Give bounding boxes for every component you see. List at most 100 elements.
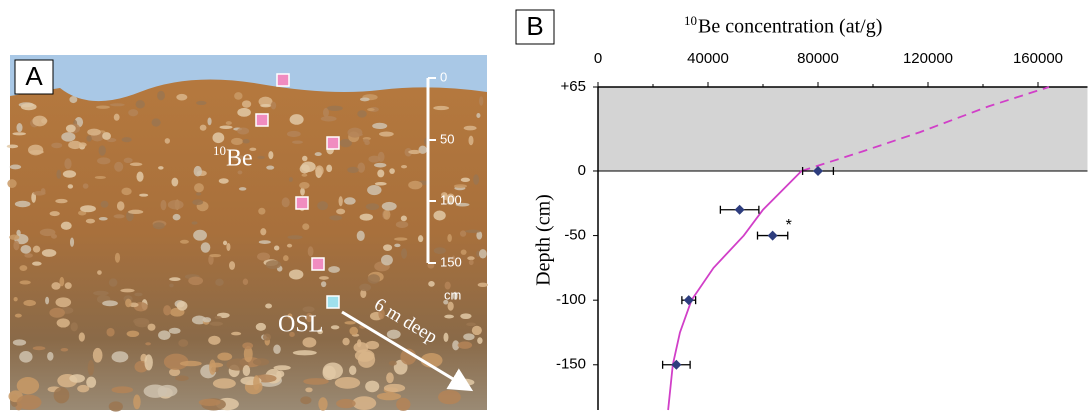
pebble (262, 333, 271, 341)
pebble (86, 135, 92, 142)
pebble (365, 380, 380, 393)
pebble (82, 183, 89, 189)
pebble (349, 326, 359, 336)
pebble (258, 240, 271, 244)
pebble (428, 281, 435, 287)
pebble (381, 201, 397, 211)
pebble (256, 252, 271, 261)
pebble (98, 216, 108, 221)
pebbles (6, 90, 488, 412)
isotope-label: Be (226, 146, 253, 172)
pebble (237, 107, 251, 117)
pebble (209, 253, 222, 258)
pebble (329, 215, 343, 221)
pebble (32, 261, 42, 266)
pebble (334, 376, 361, 389)
pebble (243, 345, 253, 363)
pebble (55, 297, 72, 308)
pebble (69, 96, 78, 104)
pebble (121, 187, 132, 196)
pebble (85, 218, 96, 224)
pebble (13, 296, 18, 302)
pebble (102, 300, 118, 307)
pebble (287, 235, 303, 240)
pebble (300, 396, 312, 405)
pebble (151, 118, 161, 127)
pebble (113, 113, 120, 121)
pebble (172, 213, 181, 221)
x-tick-label: 80000 (797, 50, 839, 67)
pebble (376, 392, 402, 401)
pebble (433, 105, 450, 111)
pebble (380, 254, 393, 266)
arrow (341, 310, 474, 392)
pebble (466, 322, 476, 327)
pebble (356, 230, 365, 242)
pebble (378, 308, 385, 320)
pebble (144, 354, 153, 371)
scale-label: 50 (440, 131, 454, 146)
pebble (167, 200, 184, 210)
pebble (452, 340, 460, 351)
pebble (97, 270, 102, 275)
pebble (192, 199, 204, 206)
pebble (129, 162, 143, 167)
data-point (683, 295, 694, 306)
pebble (249, 147, 257, 152)
pebble (408, 149, 421, 155)
pebble (100, 200, 109, 208)
pebble (305, 387, 313, 393)
pebble (477, 337, 483, 345)
pebble (108, 401, 123, 412)
pebble (476, 231, 483, 240)
pebble (65, 124, 76, 133)
pebble (160, 199, 167, 211)
pebble (289, 114, 304, 125)
pebble (158, 166, 164, 170)
pebble (336, 208, 346, 215)
pebble (479, 96, 484, 106)
pebble (460, 313, 472, 320)
pebble (359, 213, 373, 221)
data-point (671, 359, 682, 370)
pebble (394, 237, 408, 241)
pebble (59, 276, 65, 287)
sky (10, 55, 487, 102)
x-title: Be concentration (at/g) (698, 16, 882, 38)
pebble (328, 266, 340, 273)
pebble (317, 329, 323, 335)
pebble (207, 117, 212, 126)
pebble (39, 228, 56, 237)
y-tick-label: -100 (556, 291, 586, 308)
pebble (64, 158, 72, 170)
pebble (377, 151, 385, 162)
pebble (231, 137, 243, 146)
pebble (238, 187, 247, 191)
pebble (169, 277, 181, 282)
pebble (352, 396, 377, 410)
osl-label: OSL (278, 312, 323, 338)
pebble (164, 138, 171, 144)
pebble (32, 245, 41, 253)
pebble (347, 166, 359, 173)
pebble (444, 314, 455, 319)
pebble (265, 303, 272, 309)
pebble (442, 193, 448, 201)
pebble (258, 96, 273, 107)
pebble (320, 281, 327, 288)
pebble (188, 276, 204, 286)
isotope-sup: 10 (213, 143, 226, 158)
pebble (237, 127, 250, 135)
plot: 0 40000 80000 120000 160000 +65 0 -50 -100 -150 * (556, 50, 1088, 411)
scale-label: 100 (440, 192, 462, 207)
pebble (128, 109, 139, 117)
pebble (218, 178, 229, 184)
panel-label-box (515, 9, 555, 45)
pebble (163, 353, 189, 370)
pebble (359, 283, 372, 292)
pebble (202, 317, 212, 323)
pebble (383, 383, 406, 393)
pebble (111, 386, 134, 394)
pebble (179, 239, 189, 244)
pebble (273, 365, 291, 371)
